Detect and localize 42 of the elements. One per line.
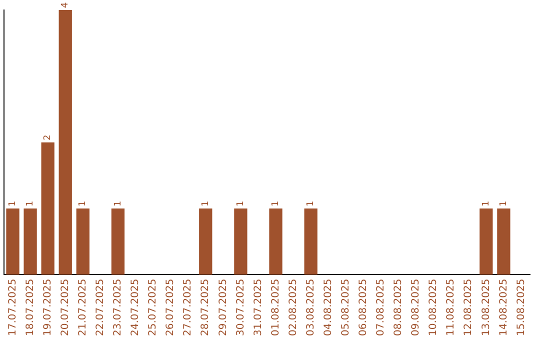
x-tick-label: 06.08.2025 bbox=[358, 278, 370, 336]
x-tick-label: 05.08.2025 bbox=[340, 278, 352, 336]
x-tick-label: 11.08.2025 bbox=[446, 278, 457, 336]
x-tick-label: 14.08.2025 bbox=[498, 278, 510, 336]
x-tick-label: 02.08.2025 bbox=[288, 278, 299, 336]
x-tick-label: 13.08.2025 bbox=[480, 278, 492, 336]
data-label: 1 bbox=[236, 200, 246, 207]
x-tick-label: 03.08.2025 bbox=[305, 278, 316, 336]
x-tick-label: 25.07.2025 bbox=[148, 278, 159, 336]
x-tick-label: 07.08.2025 bbox=[376, 278, 387, 336]
x-tick-label: 12.08.2025 bbox=[463, 278, 474, 336]
x-tick-label: 17.07.2025 bbox=[7, 278, 18, 336]
data-label: 1 bbox=[8, 200, 18, 207]
data-label: 1 bbox=[113, 200, 124, 207]
x-tick-label: 20.07.2025 bbox=[60, 278, 71, 336]
data-label: 1 bbox=[78, 200, 88, 207]
data-label: 2 bbox=[43, 134, 54, 140]
x-tick-label: 29.07.2025 bbox=[218, 278, 229, 336]
data-label: 1 bbox=[200, 200, 211, 207]
x-tick-label: 10.08.2025 bbox=[428, 278, 440, 336]
data-label: 1 bbox=[482, 200, 492, 207]
data-label: 4 bbox=[60, 2, 71, 8]
x-tick-label: 28.07.2025 bbox=[200, 278, 212, 336]
x-tick-label: 23.07.2025 bbox=[112, 278, 124, 336]
x-tick-label: 04.08.2025 bbox=[322, 278, 334, 336]
x-tick-label: 31.07.2025 bbox=[252, 278, 264, 336]
data-label: 1 bbox=[306, 200, 316, 207]
x-tick-label: 26.07.2025 bbox=[165, 278, 176, 336]
data-label: 1 bbox=[26, 200, 36, 207]
x-tick-label: 08.08.2025 bbox=[393, 278, 404, 336]
x-tick-label: 24.07.2025 bbox=[130, 278, 142, 336]
x-tick-label: 27.07.2025 bbox=[182, 278, 194, 336]
x-tick-label: 01.08.2025 bbox=[270, 278, 282, 336]
data-label: 1 bbox=[271, 200, 282, 207]
data-label: 1 bbox=[499, 200, 510, 207]
x-tick-label: 15.08.2025 bbox=[516, 278, 527, 336]
x-tick-label: 19.07.2025 bbox=[42, 278, 54, 336]
x-tick-label: 18.07.2025 bbox=[24, 278, 36, 336]
x-tick-label: 09.08.2025 bbox=[410, 278, 422, 336]
x-tick-label: 22.07.2025 bbox=[95, 278, 106, 336]
x-tick-label: 21.07.2025 bbox=[77, 278, 88, 336]
x-tick-label: 30.07.2025 bbox=[235, 278, 246, 336]
